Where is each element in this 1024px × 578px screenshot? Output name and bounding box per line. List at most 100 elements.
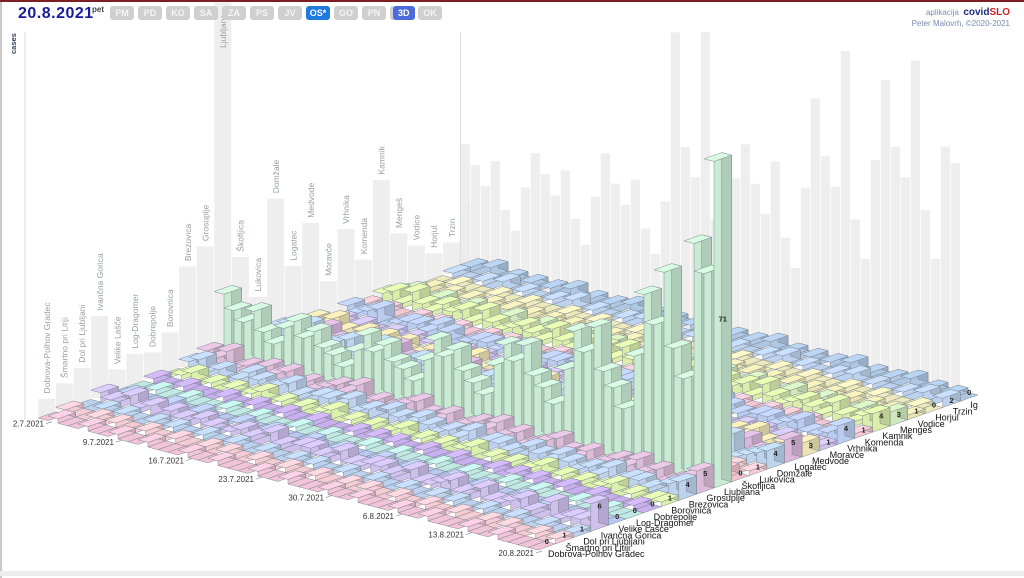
right-wall-bar — [460, 143, 471, 273]
municipality-front-label: Šmartno pri Litiji — [566, 543, 631, 553]
region-button-jv[interactable]: JV — [278, 6, 302, 20]
data-bar — [485, 413, 515, 424]
region-button-za[interactable]: ZA — [222, 6, 246, 20]
data-bar — [401, 283, 431, 293]
view-3d-button[interactable]: 3D — [393, 6, 415, 20]
data-bar — [562, 291, 592, 301]
data-bar — [112, 405, 142, 415]
data-bar — [370, 457, 400, 468]
data-bar — [208, 360, 238, 371]
data-bar — [192, 426, 222, 436]
right-wall-bar — [740, 143, 751, 347]
data-bar — [381, 282, 411, 292]
data-bar — [145, 381, 175, 391]
data-bar — [451, 301, 481, 311]
data-bar — [519, 273, 549, 284]
back-wall-bar — [160, 331, 180, 374]
data-bar — [792, 356, 822, 367]
right-wall-bar — [750, 183, 761, 350]
municipality-front-label: Dol pri Ljubljani — [583, 537, 645, 547]
data-bar — [215, 342, 245, 352]
data-bar — [786, 411, 816, 421]
data-bar — [212, 388, 242, 398]
data-bar — [400, 460, 430, 471]
bar-value-label: 0 — [738, 469, 742, 478]
municipality-back-label: Moravče — [324, 243, 334, 276]
data-bar — [752, 346, 782, 356]
municipality-back-label: Komenda — [359, 218, 369, 255]
data-bar — [663, 339, 693, 349]
right-wall-bar — [940, 145, 951, 400]
bar-value-label: 1 — [580, 525, 584, 534]
data-bar — [354, 479, 384, 490]
data-bar — [619, 295, 649, 306]
right-wall-bar — [890, 146, 901, 387]
municipality-back-label: Grosuplje — [200, 204, 210, 241]
data-bar — [84, 408, 114, 419]
municipality-back-label: Škofljica — [236, 220, 246, 252]
data-bar — [200, 417, 230, 427]
region-button-ok[interactable]: OK — [418, 6, 442, 20]
data-bar — [283, 312, 313, 323]
current-date: 20.8.2021 — [18, 5, 94, 22]
data-bar — [751, 375, 781, 386]
municipality-front-label: Moravče — [830, 450, 865, 460]
data-bar — [453, 362, 483, 372]
municipality-front-label: Kamnik — [882, 431, 913, 441]
y-axis-label: cases — [9, 33, 18, 54]
municipality-back-label: Kamnik — [376, 145, 386, 174]
data-bar — [460, 438, 490, 448]
data-bar — [685, 462, 715, 472]
data-bar — [731, 374, 761, 385]
bar-value-label: 0 — [633, 506, 637, 515]
data-bar — [47, 409, 77, 419]
data-bar — [345, 376, 375, 387]
right-wall-bar — [600, 152, 611, 310]
region-button-pd[interactable]: PD — [138, 6, 162, 20]
data-bar — [417, 507, 447, 517]
region-button-pm[interactable]: PM — [110, 6, 134, 20]
data-bar — [540, 493, 570, 503]
data-bar — [625, 450, 655, 461]
data-bar — [92, 399, 122, 410]
data-bar — [756, 407, 786, 418]
data-bar — [904, 397, 934, 407]
data-bar — [393, 360, 423, 370]
data-bar — [243, 302, 273, 312]
data-bar — [552, 477, 582, 488]
back-wall-bar — [301, 222, 320, 325]
data-bar — [227, 413, 257, 424]
data-bar — [248, 371, 278, 381]
region-button-ko[interactable]: KO — [166, 6, 190, 20]
region-button-ps[interactable]: PS — [250, 6, 274, 20]
region-button-go[interactable]: GO — [334, 6, 358, 20]
data-bar — [620, 484, 650, 495]
bar-value-label: 0 — [932, 401, 936, 410]
right-wall-bar — [730, 177, 741, 345]
data-bar — [142, 413, 172, 423]
region-button-pn[interactable]: PN — [362, 6, 386, 20]
data-bar — [442, 264, 472, 274]
data-bar — [170, 409, 200, 419]
data-bar — [304, 466, 334, 477]
region-button-os-active[interactable]: OS* — [306, 6, 330, 20]
date-tick-mark — [45, 421, 53, 424]
data-bar — [190, 410, 220, 420]
data-bar — [741, 420, 771, 431]
data-bar — [214, 442, 244, 453]
data-bar — [340, 411, 370, 421]
municipality-back-label: Medvode — [306, 182, 316, 217]
bar-value-label: 4 — [774, 449, 779, 458]
data-bar — [318, 389, 348, 400]
data-bar — [738, 461, 768, 472]
bar-value-label: 4 — [844, 424, 849, 433]
data-bar — [411, 295, 441, 305]
data-bar — [220, 379, 250, 389]
date-tick-label: 20.8.2021 — [498, 549, 534, 558]
data-bar — [134, 421, 164, 432]
bar-value-label: 6 — [598, 502, 602, 511]
date-tick-label: 13.8.2021 — [428, 531, 464, 540]
region-button-sa[interactable]: SA — [194, 6, 218, 20]
data-bar — [332, 463, 362, 473]
